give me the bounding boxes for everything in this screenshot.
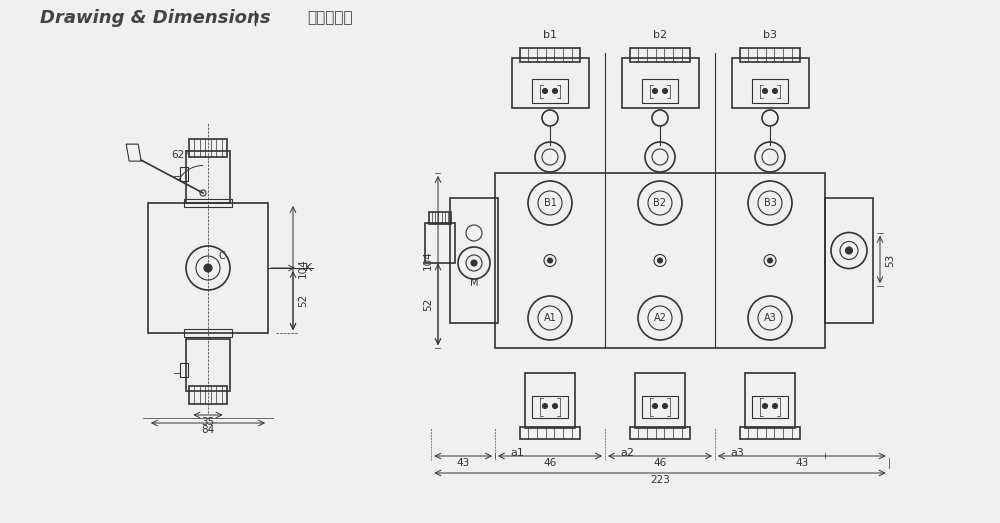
Circle shape xyxy=(471,260,477,266)
Bar xyxy=(189,139,227,157)
Text: B2: B2 xyxy=(654,198,666,208)
Bar xyxy=(532,396,568,418)
Text: a1: a1 xyxy=(510,448,524,458)
Bar xyxy=(525,373,575,428)
Text: A1: A1 xyxy=(544,313,556,323)
Circle shape xyxy=(772,404,778,408)
Text: 图纸和尺寸: 图纸和尺寸 xyxy=(307,10,353,26)
Bar xyxy=(189,386,227,404)
Text: 52: 52 xyxy=(423,298,433,311)
Text: A2: A2 xyxy=(654,313,666,323)
Bar xyxy=(622,58,698,108)
Text: 84: 84 xyxy=(201,425,215,435)
Text: 53: 53 xyxy=(885,253,895,267)
Bar xyxy=(425,223,455,263)
Text: b2: b2 xyxy=(653,30,667,40)
Circle shape xyxy=(768,258,772,263)
Circle shape xyxy=(662,88,668,94)
Bar xyxy=(429,212,451,224)
Circle shape xyxy=(542,88,548,94)
Bar xyxy=(495,173,825,348)
Text: 43: 43 xyxy=(457,458,470,468)
Circle shape xyxy=(662,404,668,408)
Text: 62°: 62° xyxy=(172,150,190,160)
Text: a2: a2 xyxy=(620,448,634,458)
Circle shape xyxy=(763,88,768,94)
Circle shape xyxy=(846,247,852,254)
Text: 104: 104 xyxy=(423,251,433,270)
Circle shape xyxy=(552,88,558,94)
Bar xyxy=(732,58,808,108)
Bar xyxy=(148,203,268,333)
Text: b3: b3 xyxy=(763,30,777,40)
Circle shape xyxy=(652,88,658,94)
Bar xyxy=(520,48,580,62)
Bar xyxy=(450,198,498,323)
Bar xyxy=(186,339,230,391)
Text: A3: A3 xyxy=(764,313,776,323)
Text: 223: 223 xyxy=(650,475,670,485)
Text: 46: 46 xyxy=(653,458,667,468)
Bar xyxy=(740,48,800,62)
Text: K: K xyxy=(304,263,312,273)
Bar xyxy=(642,396,678,418)
Circle shape xyxy=(204,264,212,272)
Bar xyxy=(180,167,188,181)
Bar xyxy=(186,151,230,203)
Text: B3: B3 xyxy=(764,198,776,208)
Bar xyxy=(752,79,788,103)
Bar xyxy=(512,58,588,108)
Bar xyxy=(520,427,580,439)
Text: C: C xyxy=(219,251,225,261)
Circle shape xyxy=(552,404,558,408)
Bar xyxy=(184,199,232,207)
Text: a3: a3 xyxy=(730,448,744,458)
Bar xyxy=(745,373,795,428)
Bar xyxy=(630,48,690,62)
Bar xyxy=(630,427,690,439)
Circle shape xyxy=(652,404,658,408)
Bar xyxy=(635,373,685,428)
Bar xyxy=(740,427,800,439)
Text: 104: 104 xyxy=(298,258,308,278)
Bar xyxy=(752,396,788,418)
Text: B1: B1 xyxy=(544,198,556,208)
Text: 52: 52 xyxy=(298,294,308,307)
Circle shape xyxy=(772,88,778,94)
Text: b1: b1 xyxy=(543,30,557,40)
Bar xyxy=(180,363,188,377)
Text: M: M xyxy=(470,278,478,288)
Bar xyxy=(825,198,873,323)
Bar xyxy=(642,79,678,103)
Circle shape xyxy=(542,404,548,408)
Circle shape xyxy=(658,258,662,263)
Bar xyxy=(184,329,232,337)
Text: Drawing & Dimensions: Drawing & Dimensions xyxy=(40,9,270,27)
Text: 43: 43 xyxy=(795,458,808,468)
Circle shape xyxy=(763,404,768,408)
Circle shape xyxy=(548,258,552,263)
Text: 46: 46 xyxy=(543,458,557,468)
Text: 35: 35 xyxy=(201,417,215,427)
Bar xyxy=(532,79,568,103)
